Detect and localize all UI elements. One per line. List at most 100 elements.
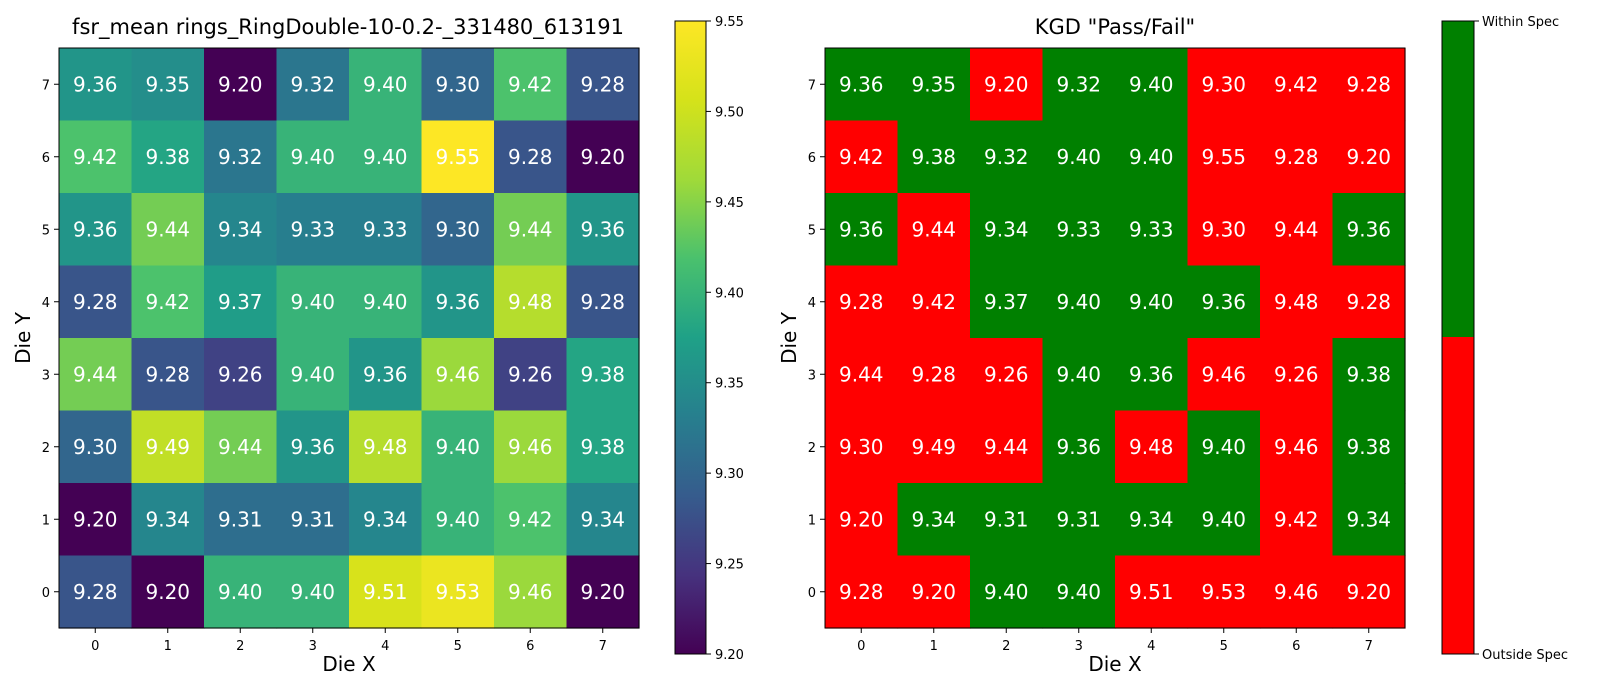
kgd-cell-label: 9.35: [911, 72, 956, 96]
fsr-cell-label: 9.40: [363, 145, 408, 169]
kgd-cell-label: 9.40: [1056, 580, 1101, 604]
colorbar-outside-spec-label: Outside Spec: [1482, 648, 1568, 663]
kgd-cell-label: 9.28: [1274, 145, 1319, 169]
fsr-cell-label: 9.36: [580, 217, 625, 241]
fsr-cell-label: 9.28: [580, 72, 625, 96]
colorbar-tick-label: 9.50: [715, 105, 744, 120]
kgd-cell-label: 9.49: [911, 435, 956, 459]
fsr-y-tick-label: 2: [42, 441, 50, 456]
kgd-y-tick-label: 6: [808, 151, 816, 166]
fsr-cell-label: 9.40: [363, 290, 408, 314]
fsr-cell-label: 9.44: [145, 217, 190, 241]
kgd-cell: [897, 410, 971, 484]
fsr-cell: [204, 120, 278, 194]
kgd-cell-label: 9.42: [1274, 507, 1319, 531]
fsr-cell-label: 9.46: [508, 435, 553, 459]
fsr-cell: [276, 265, 350, 339]
fsr-cell-label: 9.28: [145, 362, 190, 386]
fsr-cell-label: 9.36: [73, 217, 118, 241]
fsr-cell: [494, 48, 568, 122]
kgd-cell: [1332, 410, 1406, 484]
fsr-cell-label: 9.26: [218, 362, 263, 386]
colorbar-tick-label: 9.20: [715, 648, 744, 663]
kgd-cell: [1115, 338, 1189, 412]
fsr-cell: [59, 48, 133, 122]
fsr-x-tick-label: 4: [381, 639, 389, 654]
kgd-cell-label: 9.40: [984, 580, 1029, 604]
fsr-cell: [131, 338, 205, 412]
kgd-cell: [1187, 48, 1261, 122]
kgd-cell-label: 9.44: [984, 435, 1029, 459]
fsr-cell: [131, 48, 205, 122]
kgd-cell-label: 9.20: [839, 507, 884, 531]
kgd-cell-label: 9.53: [1201, 580, 1246, 604]
fsr-y-tick-label: 0: [42, 586, 50, 601]
kgd-cell: [970, 410, 1044, 484]
kgd-cell-label: 9.48: [1274, 290, 1319, 314]
kgd-cell: [825, 265, 899, 339]
kgd-cell: [1260, 48, 1334, 122]
fsr-cell-label: 9.30: [435, 72, 480, 96]
kgd-cell: [825, 410, 899, 484]
fsr-cell-label: 9.31: [218, 507, 263, 531]
kgd-cell: [1187, 338, 1261, 412]
fsr-cell-label: 9.37: [218, 290, 263, 314]
kgd-cell: [1332, 338, 1406, 412]
fsr-cell: [421, 120, 495, 194]
fsr-cell: [349, 193, 423, 267]
kgd-cell-label: 9.33: [1056, 217, 1101, 241]
fsr-cell: [59, 193, 133, 267]
fsr-cell-label: 9.32: [218, 145, 263, 169]
fsr-cell: [276, 48, 350, 122]
kgd-cell-label: 9.34: [1346, 507, 1391, 531]
colorbar-tick-label: 9.55: [715, 15, 744, 30]
kgd-y-tick-label: 4: [808, 296, 816, 311]
fsr-cell-label: 9.40: [218, 580, 263, 604]
fsr-cell: [204, 193, 278, 267]
fsr-cell-label: 9.20: [145, 580, 190, 604]
right-plot-frame: [824, 47, 1406, 629]
kgd-cell: [1187, 483, 1261, 557]
fsr-cell-label: 9.46: [435, 362, 480, 386]
fsr-cell-label: 9.32: [290, 72, 335, 96]
fsr-y-tick-label: 7: [42, 78, 50, 93]
fsr-cell: [566, 483, 640, 557]
colorbar-gradient: [674, 20, 707, 655]
kgd-cell: [1332, 193, 1406, 267]
fsr-x-tick-label: 5: [454, 639, 462, 654]
fsr-cell-label: 9.51: [363, 580, 408, 604]
fsr-cell-label: 9.30: [73, 435, 118, 459]
kgd-cell: [897, 120, 971, 194]
fsr-cell-label: 9.42: [73, 145, 118, 169]
fsr-x-tick-label: 1: [164, 639, 172, 654]
fsr-cell-label: 9.36: [73, 72, 118, 96]
kgd-cell-label: 9.31: [984, 507, 1029, 531]
kgd-cell-label: 9.20: [911, 580, 956, 604]
fsr-cell: [494, 120, 568, 194]
fsr-cell-label: 9.36: [290, 435, 335, 459]
kgd-cell: [1332, 120, 1406, 194]
kgd-x-tick-label: 4: [1147, 639, 1155, 654]
kgd-cell-label: 9.34: [1129, 507, 1174, 531]
kgd-cell: [1260, 483, 1334, 557]
kgd-cell-label: 9.36: [839, 217, 884, 241]
fsr-cell-label: 9.49: [145, 435, 190, 459]
left-cells: 9.36 9.35 9.20 9.32 9.40 9.30 9.42 9.28 9.42 9.38…: [59, 48, 640, 629]
fsr-y-tick-label: 6: [42, 151, 50, 166]
kgd-y-tick-label: 0: [808, 586, 816, 601]
fsr-cell-label: 9.44: [73, 362, 118, 386]
kgd-cell: [897, 338, 971, 412]
left-plot-frame: [58, 47, 640, 629]
fsr-cell-label: 9.48: [363, 435, 408, 459]
kgd-x-tick-label: 3: [1075, 639, 1083, 654]
kgd-cell: [1115, 265, 1189, 339]
fsr-cell-label: 9.34: [363, 507, 408, 531]
kgd-cell-label: 9.26: [1274, 362, 1319, 386]
left-chart-title: fsr_mean rings_RingDouble-10-0.2-_331480…: [72, 15, 624, 40]
fsr-cell: [349, 265, 423, 339]
colorbar-tick-label: 9.35: [715, 377, 744, 392]
kgd-cell: [1260, 410, 1334, 484]
fsr-cell: [566, 265, 640, 339]
kgd-cell-label: 9.46: [1274, 580, 1319, 604]
